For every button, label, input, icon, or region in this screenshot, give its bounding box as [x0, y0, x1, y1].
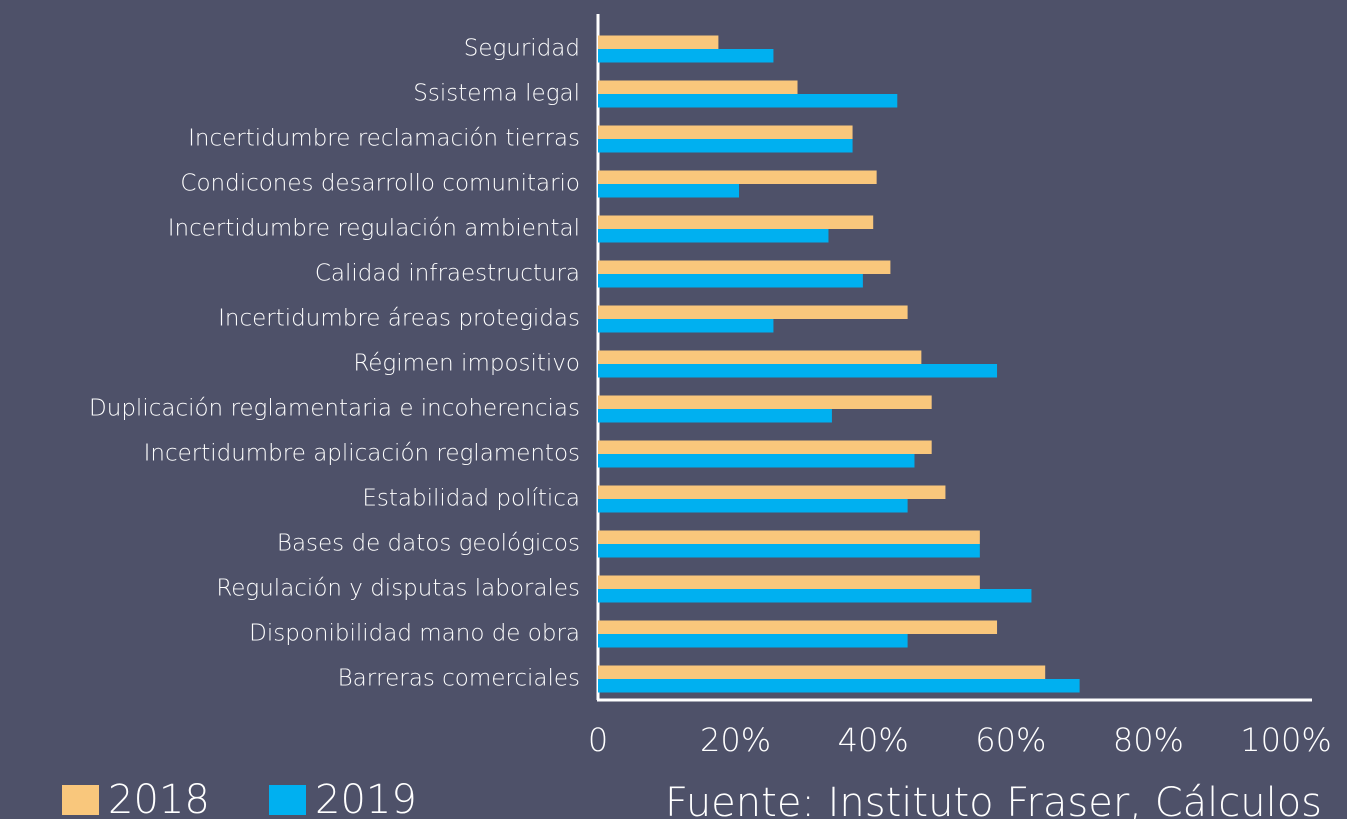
bar — [598, 395, 932, 409]
x-tick-label: 100% — [1240, 721, 1331, 759]
bar — [598, 364, 998, 378]
bar — [598, 125, 853, 139]
x-tick-label: 0 — [588, 721, 608, 759]
category-label: Estabilidad política — [362, 486, 580, 512]
bar — [598, 530, 980, 544]
bar — [598, 319, 774, 333]
bar — [598, 49, 774, 63]
bar — [598, 260, 891, 274]
category-label: Condicones desarrollo comunitario — [180, 171, 580, 197]
category-label: Calidad infraestructura — [315, 261, 580, 287]
bar — [598, 665, 1046, 679]
bar — [598, 589, 1032, 603]
bar — [598, 94, 898, 108]
category-label: Incertidumbre áreas protegidas — [218, 306, 580, 332]
category-label: Regulación y disputas laborales — [216, 576, 580, 602]
category-label: Incertidumbre aplicación reglamentos — [144, 441, 580, 467]
bar — [598, 440, 932, 454]
bar — [598, 679, 1080, 693]
legend-label: 2019 — [315, 777, 417, 819]
legend-swatch — [62, 785, 99, 815]
category-label: Bases de datos geológicos — [277, 531, 580, 557]
category-label: Ssistema legal — [413, 81, 580, 107]
bar — [598, 305, 908, 319]
legend-swatch — [269, 785, 306, 815]
bar — [598, 634, 908, 648]
bar — [598, 80, 798, 94]
bar — [598, 499, 908, 513]
bar — [598, 350, 922, 364]
bar — [598, 170, 877, 184]
category-label: Incertidumbre reclamación tierras — [188, 126, 580, 152]
bar — [598, 544, 980, 558]
category-label: Régimen impositivo — [353, 351, 580, 377]
x-tick-label: 40% — [838, 721, 909, 759]
x-tick-label: 80% — [1113, 721, 1184, 759]
bar — [598, 575, 980, 589]
category-label: Incertidumbre regulación ambiental — [168, 216, 580, 242]
category-label: Duplicación reglamentaria e incoherencia… — [89, 396, 580, 422]
bar — [598, 274, 863, 288]
bar — [598, 620, 998, 634]
category-label: Disponibilidad mano de obra — [249, 621, 580, 647]
bar — [598, 215, 874, 229]
category-label: Barreras comerciales — [338, 666, 580, 692]
bar — [598, 229, 829, 243]
x-tick-label: 20% — [700, 721, 771, 759]
source: Fuente: Instituto Fraser, Cálculos — [665, 780, 1322, 819]
legend-label: 2018 — [108, 777, 210, 819]
x-tick-label: 60% — [975, 721, 1046, 759]
bar — [598, 409, 832, 423]
bar — [598, 184, 740, 198]
bar — [598, 139, 853, 153]
bar — [598, 485, 946, 499]
bar — [598, 35, 719, 49]
bar — [598, 454, 915, 468]
category-label: Seguridad — [464, 36, 580, 62]
